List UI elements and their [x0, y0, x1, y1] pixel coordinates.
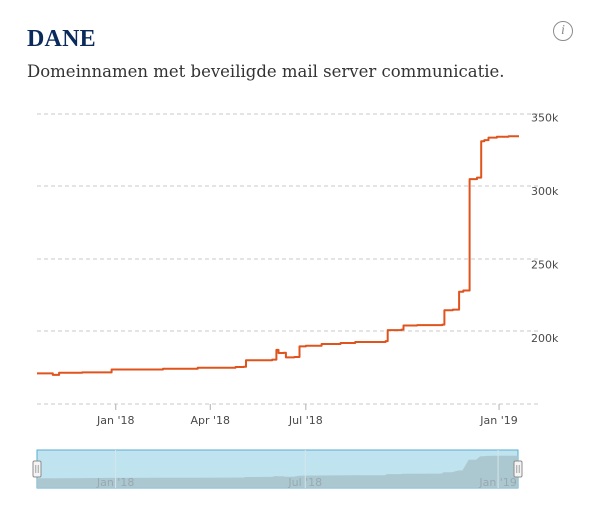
x-tick-label: Jul '18	[288, 414, 323, 427]
y-tick-label: 200k	[531, 332, 559, 345]
navigator-tick-label: Jul '18	[287, 476, 322, 489]
y-tick-label: 350k	[531, 111, 559, 124]
y-tick-label: 300k	[531, 185, 559, 198]
navigator-handle-left[interactable]	[32, 460, 42, 478]
navigator-series-area	[37, 455, 518, 488]
x-tick-label: Jan '18	[96, 414, 134, 427]
navigator-tick-label: Jan '18	[96, 476, 134, 489]
x-tick-label: Jan '19	[479, 414, 517, 427]
info-icon[interactable]: i	[553, 21, 573, 41]
x-tick-label: Apr '18	[190, 414, 230, 427]
series-line	[37, 135, 519, 376]
chart-subtitle: Domeinnamen met beveiligde mail server c…	[27, 62, 505, 81]
chart-title: DANE	[27, 26, 96, 52]
navigator-handle-right[interactable]	[513, 460, 523, 478]
navigator-tick-label: Jan '19	[478, 476, 516, 489]
y-tick-label: 250k	[531, 258, 559, 271]
